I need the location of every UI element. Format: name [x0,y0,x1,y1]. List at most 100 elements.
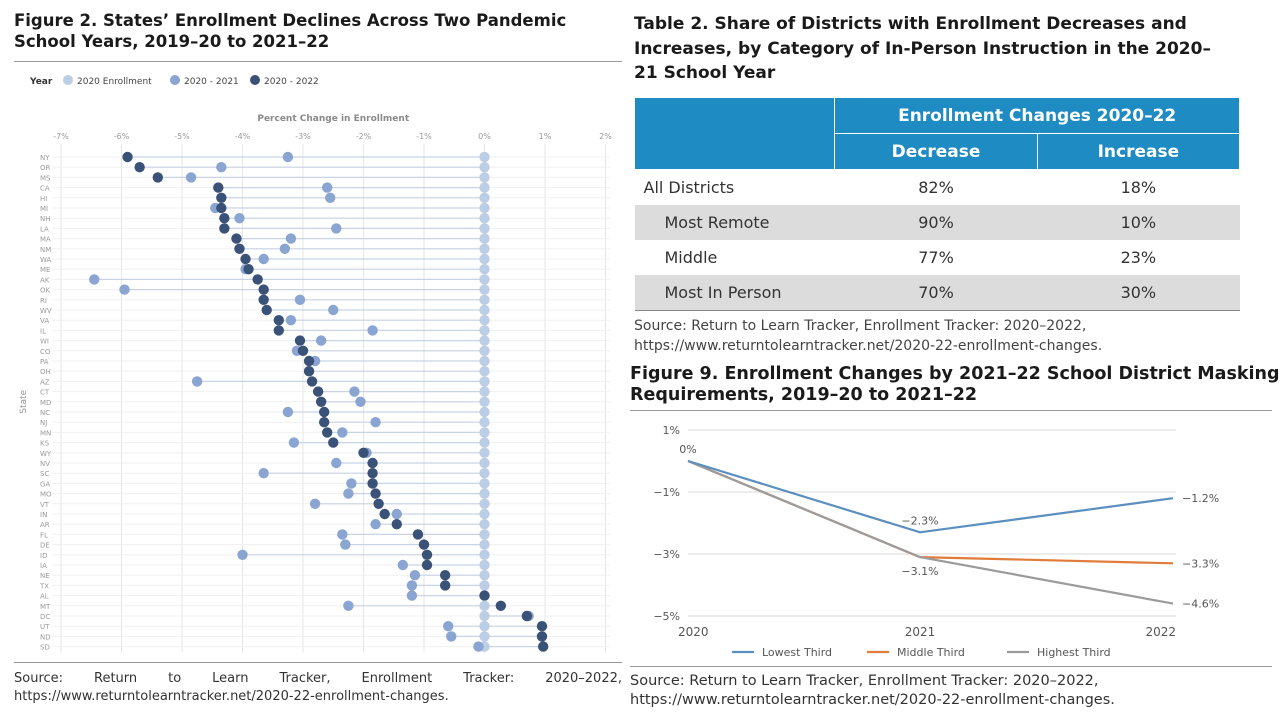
state-label: AZ [40,378,50,386]
dot-2020-2022 [521,610,533,622]
state-label: WY [40,450,52,458]
dot-2020-2022 [373,498,384,509]
dot-2020-2021 [349,386,360,397]
dot-2020-2021 [89,274,100,285]
x-tick-label: -3% [295,132,311,141]
table-2-title: Table 2. Share of Districts with Enrollm… [634,14,1211,83]
dot-2020-2022 [234,243,245,254]
legend-label: 2020 - 2021 [184,77,239,87]
dot-2020-enrollment [479,519,490,530]
increase-value: 18% [1120,178,1157,197]
table-header-group: Enrollment Changes 2020–22 [834,97,1240,134]
dot-2020-enrollment [479,498,490,509]
dot-2020-2021 [234,213,245,224]
dot-2020-enrollment [479,549,490,560]
figure-2-title: Figure 2. States’ Enrollment Declines Ac… [14,11,567,51]
state-label: MS [40,174,51,182]
dot-2020-2022 [252,274,263,285]
state-label: SD [40,644,50,652]
dot-2020-2022 [367,457,378,469]
state-label: NE [40,572,50,580]
dot-2020-2021 [294,294,306,305]
state-label: SC [40,470,49,478]
dot-2020-enrollment [479,355,490,367]
dot-2020-2021 [343,488,354,499]
dot-2020-2022 [294,335,306,346]
data-label: −4.6% [1182,598,1219,611]
dot-2020-enrollment [479,559,490,571]
y-tick-label: −5% [653,610,680,623]
dot-2020-2022 [379,508,390,520]
decrease-value: 70% [834,275,1038,311]
dot-2020-2021 [191,376,203,387]
state-label: VT [40,501,50,509]
state-label: HI [40,195,47,203]
state-label: CA [40,185,50,193]
dot-2020-enrollment [479,325,490,336]
dot-2020-2022 [303,366,315,377]
dot-2020-2022 [439,580,451,591]
state-label: ID [40,552,47,560]
dot-2020-2021 [322,182,333,193]
dot-2020-2022 [421,559,433,571]
dot-2020-2022 [134,162,145,173]
dot-2020-enrollment [479,621,490,632]
dot-2020-2022 [479,590,490,601]
dot-2020-2021 [409,570,421,581]
dot-2020-2021 [343,600,354,611]
dot-2020-2022 [219,223,230,234]
state-label: WA [40,256,52,264]
dot-2020-2022 [240,253,251,265]
dot-2020-2021 [258,253,269,265]
dot-2020-enrollment [479,192,490,203]
dot-2020-enrollment [479,631,490,642]
dot-2020-2022 [367,478,378,489]
dot-2020-2021 [446,631,457,642]
table-header-decrease: Decrease [834,133,1038,170]
dot-2020-enrollment [479,488,490,499]
dot-2020-2022 [439,570,451,581]
dot-2020-2022 [216,192,227,203]
x-tick-label: -2% [356,132,372,141]
dot-2020-2022 [318,417,330,428]
dot-2020-2022 [261,304,272,316]
dot-2020-2021 [331,457,342,469]
figure-9-line-chart: 1% −1% −3% −5% 2020 2021 2022 0% −2.3% −1.2% −3.3%… [653,424,1219,659]
dot-2020-enrollment [479,570,490,581]
legend-label: 2020 Enrollment [77,77,152,87]
state-label: AK [40,276,50,284]
figure-2-source: Source: Return to Learn Tracker, Enrollm… [14,671,622,704]
state-label: CO [40,348,51,356]
y-axis-title: State [19,389,29,413]
series-line-highest-third [687,459,1174,605]
dot-2020-2021 [185,172,197,183]
dot-2020-enrollment [479,223,490,234]
dot-2020-2022 [391,519,402,530]
legend-swatch [63,75,73,85]
dot-2020-2022 [421,549,433,560]
x-axis-title: Percent Change in Enrollment [257,114,409,124]
dot-2020-enrollment [479,315,490,326]
dot-2020-2021 [391,508,402,520]
dot-2020-enrollment [479,478,490,489]
dot-2020-2022 [418,539,430,550]
dot-2020-enrollment [479,264,490,275]
state-label: ND [40,633,51,641]
y-tick-label: −1% [653,486,680,499]
x-tick-label: -5% [174,132,190,141]
dot-2020-2021 [282,151,294,163]
decrease-value: 77% [918,248,954,267]
x-tick-label: -6% [114,132,130,141]
dot-2020-enrollment [479,284,490,295]
dot-2020-enrollment [479,508,490,520]
dot-2020-2021 [340,539,351,550]
dot-2020-enrollment [479,427,490,438]
dot-2020-2022 [297,345,309,356]
state-label: KS [40,440,50,448]
dot-2020-2022 [367,468,378,479]
figure-2-dot-plot: Year 2020 Enrollment 2020 - 2021 2020 - 202… [19,75,612,653]
y-tick-label: 1% [663,424,680,437]
dot-2020-enrollment [479,213,490,224]
table-header-increase: Increase [1036,133,1241,170]
x-tick-label: -1% [416,132,432,141]
